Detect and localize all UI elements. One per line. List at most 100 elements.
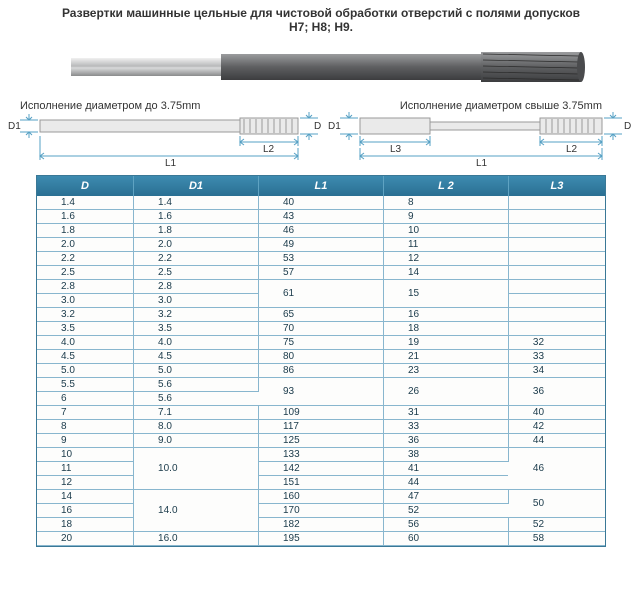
title-line-2: Н7; Н8; Н9.: [8, 20, 634, 34]
cell-L2: 38: [383, 448, 508, 462]
dimensions-table: DD1L1L 2L3 1.41.44081.61.64391.81.846102…: [36, 175, 606, 547]
cell-D: 3.2: [37, 308, 134, 322]
cell-L1: 70: [259, 322, 384, 336]
cell-D1: 8.0: [134, 420, 259, 434]
cell-D: 2.8: [37, 280, 134, 294]
cell-D: 1.8: [37, 224, 134, 238]
col-header: D: [37, 176, 134, 196]
cell-D1: 4.0: [134, 336, 259, 350]
cell-L3: 58: [508, 532, 605, 546]
cell-D: 18: [37, 518, 134, 532]
cell-L3: [508, 322, 605, 336]
cell-D1: 2.0: [134, 238, 259, 252]
cell-L3: 44: [508, 434, 605, 448]
cell-L1: 75: [259, 336, 384, 350]
dim-L2: L2: [263, 144, 275, 155]
dim-D: D: [314, 121, 321, 132]
cell-L2: 52: [383, 504, 508, 518]
table-row: 1.61.6439: [37, 210, 605, 224]
cell-D: 20: [37, 532, 134, 546]
cell-D: 1.6: [37, 210, 134, 224]
cell-L3: 36: [508, 378, 605, 406]
table-row: 99.01253644: [37, 434, 605, 448]
reamer-render: [11, 38, 631, 98]
cell-D: 4.0: [37, 336, 134, 350]
cell-D: 10: [37, 448, 134, 462]
cell-L2: 9: [383, 210, 508, 224]
table-row: 5.55.6932636: [37, 378, 605, 392]
cell-D: 2.5: [37, 266, 134, 280]
cell-D1: 9.0: [134, 434, 259, 448]
cell-D1: 1.6: [134, 210, 259, 224]
cell-D1: 5.0: [134, 364, 259, 378]
cell-L2: 18: [383, 322, 508, 336]
caption-left: Исполнение диаметром до 3.75mm: [20, 100, 200, 112]
table-row: 5.05.0862334: [37, 364, 605, 378]
cell-L3: [508, 308, 605, 322]
cell-L1: 182: [259, 518, 384, 532]
cell-L2: 36: [383, 434, 508, 448]
cell-L3: [508, 252, 605, 266]
cell-D1: 2.8: [134, 280, 259, 294]
cell-L1: 80: [259, 350, 384, 364]
cell-L1: 125: [259, 434, 384, 448]
table-row: 2016.01956058: [37, 532, 605, 546]
cell-L1: 170: [259, 504, 384, 518]
cell-L3: 32: [508, 336, 605, 350]
cell-L2: 11: [383, 238, 508, 252]
cell-L3: [508, 266, 605, 280]
cell-L3: [508, 280, 605, 294]
illustration: [11, 38, 631, 98]
cell-D: 2.0: [37, 238, 134, 252]
cell-L1: 133: [259, 448, 384, 462]
cell-L2: 26: [383, 378, 508, 406]
cell-D1: 4.5: [134, 350, 259, 364]
cell-L3: [508, 238, 605, 252]
table-row: 4.04.0751932: [37, 336, 605, 350]
cell-D1: 10.0: [134, 448, 259, 490]
cell-D: 3.0: [37, 294, 134, 308]
cell-D: 4.5: [37, 350, 134, 364]
title-block: Развертки машинные цельные для чистовой …: [0, 0, 642, 36]
cell-D: 9: [37, 434, 134, 448]
table-row: 2.22.25312: [37, 252, 605, 266]
dimension-diagrams: D1 D L2 L1 D1 D L3 L2 L1: [0, 112, 642, 171]
cell-L3: 46: [508, 448, 605, 490]
col-header: L1: [259, 176, 384, 196]
cell-L2: 15: [383, 280, 508, 308]
cell-L1: 142: [259, 462, 384, 476]
cell-L2: 47: [383, 490, 508, 504]
cell-L1: 49: [259, 238, 384, 252]
cell-L1: 61: [259, 280, 384, 308]
table-row: 3.23.26516: [37, 308, 605, 322]
table-row: 4.54.5802133: [37, 350, 605, 364]
table-row: 77.11093140: [37, 406, 605, 420]
cell-L2: 23: [383, 364, 508, 378]
cell-L3: 50: [508, 490, 605, 518]
cell-D1: 5.6: [134, 392, 259, 406]
cell-L2: 21: [383, 350, 508, 364]
dim-D-r: D: [624, 121, 631, 132]
cell-L1: 93: [259, 378, 384, 406]
cell-D: 14: [37, 490, 134, 504]
cell-L3: [508, 196, 605, 210]
cell-D: 12: [37, 476, 134, 490]
dim-L1: L1: [165, 158, 177, 168]
cell-L3: 42: [508, 420, 605, 434]
cell-L2: 10: [383, 224, 508, 238]
cell-L1: 195: [259, 532, 384, 546]
cell-L2: 8: [383, 196, 508, 210]
cell-L1: 43: [259, 210, 384, 224]
cell-L3: 40: [508, 406, 605, 420]
diagram-captions: Исполнение диаметром до 3.75mm Исполнени…: [0, 98, 642, 112]
cell-L3: 33: [508, 350, 605, 364]
cell-L2: 12: [383, 252, 508, 266]
cell-L2: 16: [383, 308, 508, 322]
table-row: 1.81.84610: [37, 224, 605, 238]
cell-D: 5.5: [37, 378, 134, 392]
cell-D: 1.4: [37, 196, 134, 210]
cell-D: 2.2: [37, 252, 134, 266]
table-row: 2.02.04911: [37, 238, 605, 252]
dim-D1: D1: [8, 121, 21, 132]
table-row: 1010.01333846: [37, 448, 605, 462]
